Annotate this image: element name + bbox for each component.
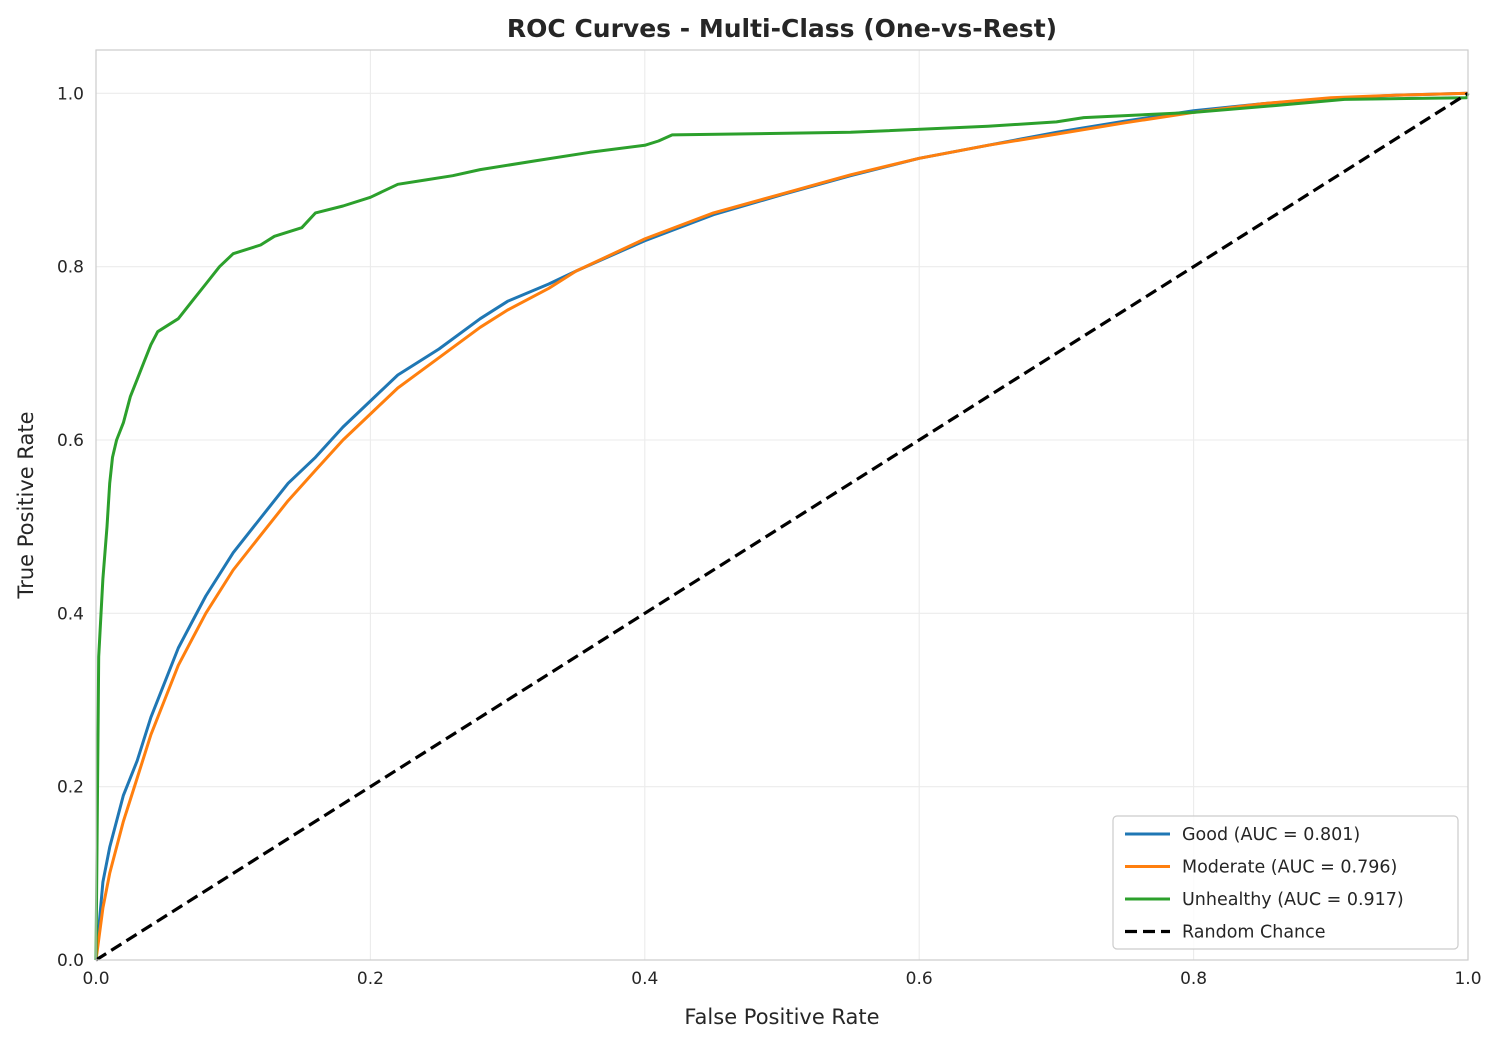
x-tick-label: 0.0: [82, 969, 109, 989]
x-tick-label: 1.0: [1454, 969, 1481, 989]
legend-label: Unhealthy (AUC = 0.917): [1182, 890, 1404, 910]
x-tick-label: 0.6: [906, 969, 933, 989]
legend: Good (AUC = 0.801) Moderate (AUC = 0.796)…: [1112, 815, 1459, 950]
series-lines: [94, 91, 1470, 962]
y-axis-label: True Positive Rate: [14, 411, 38, 599]
y-tick-label: 0.6: [57, 431, 84, 451]
tick-labels: 0.0 0.2 0.4 0.6 0.8 1.0 0.0 0.2 0.4 0.6 0.8 1.0: [57, 84, 1482, 989]
series-line-0: [94, 91, 1469, 961]
legend-label: Moderate (AUC = 0.796): [1182, 858, 1397, 878]
legend-label: Good (AUC = 0.801): [1182, 825, 1360, 845]
y-tick-label: 0.0: [57, 951, 84, 971]
series-line-2: [94, 92, 1470, 961]
series-line-3: [95, 91, 1469, 962]
y-tick-label: 0.4: [57, 604, 84, 624]
x-tick-label: 0.2: [357, 969, 384, 989]
plot-frame: [95, 49, 1469, 961]
y-tick-label: 0.8: [57, 258, 84, 278]
legend-label: Random Chance: [1182, 923, 1326, 943]
chart-title: ROC Curves - Multi-Class (One-vs-Rest): [507, 14, 1057, 43]
x-tick-label: 0.8: [1180, 969, 1207, 989]
y-tick-label: 1.0: [57, 84, 84, 104]
x-axis-label: False Positive Rate: [684, 1005, 879, 1029]
x-tick-label: 0.4: [631, 969, 658, 989]
legend-box: [1112, 815, 1459, 950]
y-tick-label: 0.2: [57, 778, 84, 798]
series-line-1: [94, 91, 1469, 961]
